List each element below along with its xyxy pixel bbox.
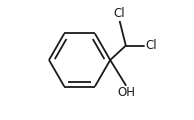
Text: Cl: Cl xyxy=(145,39,157,52)
Text: OH: OH xyxy=(117,86,135,99)
Text: Cl: Cl xyxy=(113,7,125,20)
